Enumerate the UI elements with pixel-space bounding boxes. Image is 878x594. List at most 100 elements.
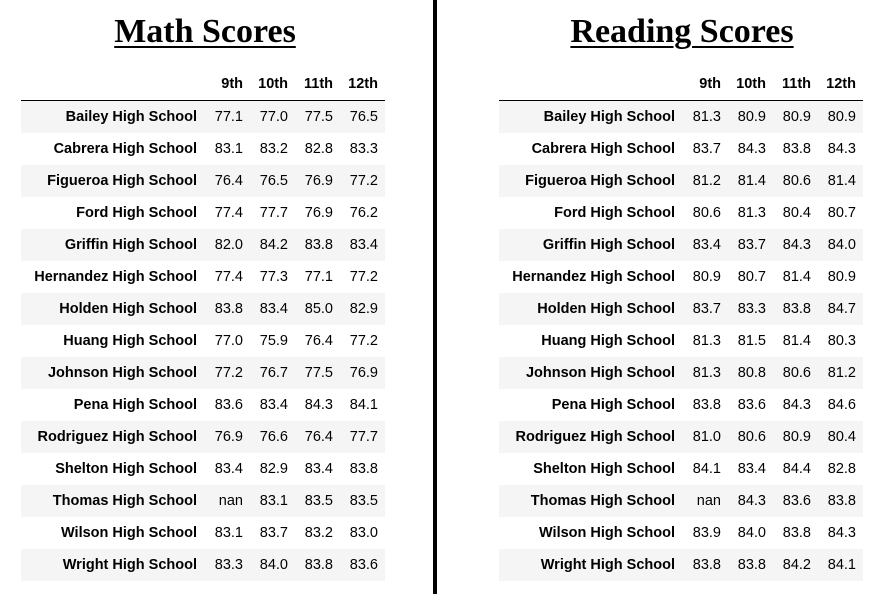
score-cell: 77.5 <box>304 109 333 125</box>
score-cell: 83.4 <box>304 461 333 477</box>
column-header-grade: 9th <box>683 68 728 101</box>
reading-scores-title: Reading Scores <box>570 13 794 50</box>
score-cell: 77.2 <box>349 269 378 285</box>
school-name-cell: Pena High School <box>551 397 675 413</box>
score-cell: 83.1 <box>214 141 243 157</box>
score-cell: 83.0 <box>349 525 378 541</box>
score-cell: 83.4 <box>692 237 721 253</box>
score-cell: 83.7 <box>737 237 766 253</box>
school-name-cell: Bailey High School <box>543 109 675 125</box>
table-row: Huang High School 81.3 81.5 81.4 80.3 <box>499 325 863 357</box>
table-row: Johnson High School 81.3 80.8 80.6 81.2 <box>499 357 863 389</box>
table-row: Ford High School 80.6 81.3 80.4 80.7 <box>499 197 863 229</box>
score-cell: 84.1 <box>349 397 378 413</box>
school-name-cell: Cabrera High School <box>531 141 675 157</box>
table-row: Wilson High School 83.1 83.7 83.2 83.0 <box>21 517 385 549</box>
score-cell: 76.6 <box>259 429 288 445</box>
table-row: Wright High School 83.3 84.0 83.8 83.6 <box>21 549 385 581</box>
table-row: Wilson High School 83.9 84.0 83.8 84.3 <box>499 517 863 549</box>
table-row: Shelton High School 84.1 83.4 84.4 82.8 <box>499 453 863 485</box>
score-cell: 84.3 <box>304 397 333 413</box>
score-cell: 81.3 <box>692 109 721 125</box>
table-row: Hernandez High School 80.9 80.7 81.4 80.9 <box>499 261 863 293</box>
table-row: Rodriguez High School 81.0 80.6 80.9 80.4 <box>499 421 863 453</box>
score-cell: 80.3 <box>827 333 856 349</box>
score-cell: 83.3 <box>737 301 766 317</box>
score-cell: 83.8 <box>692 397 721 413</box>
score-cell: 83.2 <box>304 525 333 541</box>
score-cell: 77.5 <box>304 365 333 381</box>
score-cell: 83.8 <box>827 493 856 509</box>
score-cell: 84.0 <box>259 557 288 573</box>
score-cell: 83.8 <box>692 557 721 573</box>
score-cell: 82.9 <box>259 461 288 477</box>
score-cell: 76.2 <box>349 205 378 221</box>
school-name-cell: Thomas High School <box>52 493 197 509</box>
score-cell: 83.4 <box>349 237 378 253</box>
score-cell: 83.7 <box>692 141 721 157</box>
score-cell: 77.7 <box>259 205 288 221</box>
score-cell: 83.8 <box>214 301 243 317</box>
table-row: Shelton High School 83.4 82.9 83.4 83.8 <box>21 453 385 485</box>
score-cell: 77.4 <box>214 269 243 285</box>
school-name-cell: Wright High School <box>540 557 675 573</box>
school-name-cell: Shelton High School <box>533 461 675 477</box>
score-cell: 83.9 <box>692 525 721 541</box>
score-cell: 76.9 <box>214 429 243 445</box>
score-cell: 81.4 <box>737 173 766 189</box>
table-row: Figueroa High School 76.4 76.5 76.9 77.2 <box>21 165 385 197</box>
school-name-cell: Bailey High School <box>65 109 197 125</box>
school-name-cell: Figueroa High School <box>47 173 197 189</box>
table-row: Holden High School 83.7 83.3 83.8 84.7 <box>499 293 863 325</box>
table-row: Cabrera High School 83.7 84.3 83.8 84.3 <box>499 133 863 165</box>
table-row: Thomas High School nan 83.1 83.5 83.5 <box>21 485 385 517</box>
score-cell: 83.8 <box>782 525 811 541</box>
score-cell: 80.9 <box>737 109 766 125</box>
score-cell: 77.4 <box>214 205 243 221</box>
school-name-cell: Rodriguez High School <box>515 429 676 445</box>
table-row: Griffin High School 82.0 84.2 83.8 83.4 <box>21 229 385 261</box>
score-cell: 83.6 <box>737 397 766 413</box>
score-cell: 83.3 <box>214 557 243 573</box>
school-name-cell: Wilson High School <box>60 525 197 541</box>
score-cell: 84.1 <box>827 557 856 573</box>
table-header-row: 9th 10th 11th 12th <box>21 68 385 101</box>
score-cell: 80.8 <box>737 365 766 381</box>
column-header-index <box>499 68 683 101</box>
school-name-cell: Huang High School <box>63 333 197 349</box>
score-cell: 77.3 <box>259 269 288 285</box>
score-cell: 83.5 <box>304 493 333 509</box>
score-cell: 82.8 <box>304 141 333 157</box>
column-header-grade: 9th <box>205 68 250 101</box>
score-cell: 84.2 <box>782 557 811 573</box>
score-cell: 81.4 <box>782 333 811 349</box>
score-cell: 84.2 <box>259 237 288 253</box>
score-cell: 83.8 <box>304 557 333 573</box>
score-cell: 80.4 <box>827 429 856 445</box>
score-cell: 81.2 <box>827 365 856 381</box>
score-cell: 84.0 <box>737 525 766 541</box>
score-cell: 84.3 <box>782 397 811 413</box>
score-cell: 84.4 <box>782 461 811 477</box>
score-cell: 80.7 <box>827 205 856 221</box>
school-name-cell: Wilson High School <box>538 525 675 541</box>
column-header-grade: 10th <box>250 68 295 101</box>
score-cell: 81.5 <box>737 333 766 349</box>
school-name-cell: Griffin High School <box>64 237 197 253</box>
score-cell: 83.4 <box>259 301 288 317</box>
score-cell: 76.5 <box>349 109 378 125</box>
column-header-grade: 12th <box>340 68 385 101</box>
score-cell: 77.7 <box>349 429 378 445</box>
school-name-cell: Thomas High School <box>530 493 675 509</box>
school-name-cell: Rodriguez High School <box>37 429 198 445</box>
score-cell: 77.1 <box>214 109 243 125</box>
score-cell: 84.3 <box>827 525 856 541</box>
score-cell: 81.0 <box>692 429 721 445</box>
score-cell: 80.6 <box>782 365 811 381</box>
score-cell: 84.3 <box>827 141 856 157</box>
score-cell: 76.9 <box>349 365 378 381</box>
score-cell: 83.2 <box>259 141 288 157</box>
score-cell: 84.1 <box>692 461 721 477</box>
score-cell: 80.9 <box>782 429 811 445</box>
table-row: Thomas High School nan 84.3 83.6 83.8 <box>499 485 863 517</box>
